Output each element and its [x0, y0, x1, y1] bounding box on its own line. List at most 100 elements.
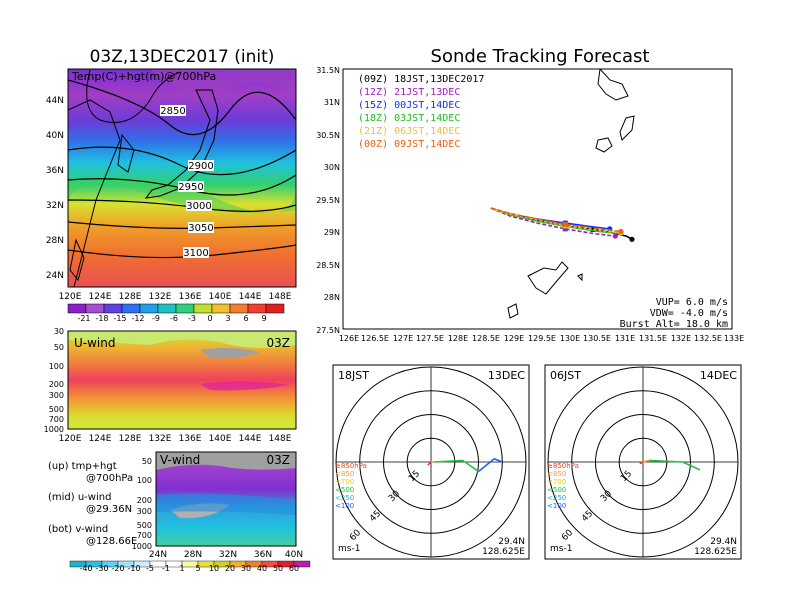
contour-labels: 2850 2900 2950 3000 3050 3100 — [160, 105, 214, 259]
p-tick-label: 1000 — [44, 425, 64, 434]
track-landing-point — [629, 236, 635, 242]
lat-tick-label: 31.5N — [316, 66, 340, 75]
contour-label-bg — [188, 160, 214, 171]
lat-tick-label: 29N — [324, 228, 340, 237]
lon-tick-label: 148E — [269, 292, 292, 302]
colorbar-swatch — [293, 560, 311, 568]
v-wind-grey-top — [156, 452, 296, 470]
tanegashima-outline — [619, 115, 635, 141]
wind-colorbar — [69, 560, 311, 568]
tokunoshima-outline — [507, 303, 519, 319]
lat-tick-label: 44N — [46, 96, 64, 106]
track-series-layer — [490, 207, 635, 242]
lon-tick-label: 144E — [239, 434, 262, 444]
hodo-legend-entry: <250 — [335, 494, 354, 502]
tracking-islands — [507, 69, 635, 319]
info-vup: VUP= 6.0 m/s — [656, 297, 728, 308]
contour-label-bg — [188, 222, 214, 233]
lon-tick-label: 132E — [149, 292, 172, 302]
hodograph-segment — [639, 461, 644, 465]
amami-outline — [527, 261, 569, 295]
track-landing-point — [618, 228, 624, 235]
u-wind-frame — [67, 330, 297, 430]
p-tick-label: 300 — [137, 507, 152, 516]
hodograph-segment — [477, 457, 503, 473]
lat-tick-label: 28N — [184, 550, 202, 560]
track-series-line — [490, 207, 616, 237]
colorbar-label: -1 — [162, 564, 170, 573]
track-series-line — [490, 207, 621, 233]
yakushima-outline — [595, 137, 613, 153]
lon-tick-label: 128E — [448, 334, 468, 343]
contour-label-2900: 2900 — [188, 161, 213, 172]
hodo-legend-entry: <850 — [547, 470, 566, 478]
lat-tick-label: 32N — [219, 550, 237, 560]
lon-tick-label: 140E — [209, 434, 232, 444]
contour-label-3000: 3000 — [186, 201, 211, 212]
hodo-legend-entry: <700 — [335, 478, 354, 486]
lon-tick-label: 120E — [59, 434, 82, 444]
colorbar-label: -20 — [111, 564, 124, 573]
tracking-legend: (09Z) 18JST,13DEC2017 (12Z) 21JST,13DEC … — [358, 74, 484, 150]
hodograph-time: 18JST — [338, 369, 369, 382]
v-wind-time: 03Z — [267, 453, 291, 467]
u-wind-label: U-wind — [74, 336, 115, 350]
p-tick-label: 200 — [137, 496, 152, 505]
v-wind-blue-band — [156, 493, 296, 515]
hodograph-segment — [649, 459, 701, 471]
lon-tick-label: 136E — [179, 292, 202, 302]
p-tick-label: 100 — [49, 362, 64, 371]
lon-tick-label: 126.5E — [361, 334, 389, 343]
init-title: 03Z,13DEC2017 (init) — [90, 47, 275, 67]
map-overlays — [68, 69, 296, 287]
note-line: @700hPa — [86, 473, 133, 484]
contour-label-3050: 3050 — [188, 223, 213, 234]
p-tick-label: 30 — [54, 327, 64, 336]
colorbar-label: -15 — [113, 314, 126, 323]
p-tick-label: 300 — [49, 391, 64, 400]
lon-tick-label: 120E — [59, 292, 82, 302]
legend-entry: (09Z) 18JST,13DEC2017 — [358, 74, 484, 85]
contour-label-2950: 2950 — [178, 182, 203, 193]
lat-tick-label: 28N — [324, 293, 340, 302]
colorbar-swatch — [247, 303, 267, 314]
tracking-lon-axis: 126E 126.5E 127E 127.5E 128E 128.5E 129E… — [339, 334, 744, 343]
colorbar-label: 30 — [241, 564, 251, 573]
tracking-title: Sonde Tracking Forecast — [431, 46, 650, 67]
note-line: (up) tmp+hgt — [48, 461, 117, 472]
lat-tick-label: 40N — [46, 131, 64, 141]
lon-tick-label: 144E — [239, 292, 262, 302]
hodo-legend-entry: <850 — [335, 470, 354, 478]
p-tick-label: 700 — [137, 531, 152, 540]
lon-tick-label: 132E — [671, 334, 691, 343]
colorbar-swatch — [103, 303, 123, 314]
lon-tick-label: 127E — [393, 334, 413, 343]
map-lat-axis: 44N 40N 36N 32N 28N 24N — [46, 96, 64, 281]
p-tick-label: 1000 — [132, 542, 152, 551]
contour-line-2900 — [68, 146, 296, 176]
colorbar-label: -12 — [131, 314, 144, 323]
note-line: (mid) u-wind — [48, 492, 111, 503]
japan-outline — [144, 89, 219, 199]
hodograph-time: 06JST — [550, 369, 581, 382]
legend-entry: (21Z) 06JST,14DEC — [358, 126, 460, 137]
colorbar-label: 50 — [273, 564, 283, 573]
map-frame — [67, 68, 297, 288]
lon-tick-label: 136E — [179, 434, 202, 444]
colorbar-swatch — [67, 303, 87, 314]
lat-tick-label: 28N — [46, 236, 64, 246]
colorbar-label: 3 — [225, 314, 230, 323]
p-tick-label: 500 — [137, 521, 152, 530]
hodograph-unit: ms-1 — [550, 544, 572, 554]
lat-tick-label: 31N — [324, 98, 340, 107]
tracking-lat-axis: 31.5N 31N 30.5N 30N 29.5N 29N 28.5N 28N … — [316, 66, 340, 335]
hodo-legend-entry: <250 — [547, 494, 566, 502]
colorbar-label: -5 — [146, 564, 154, 573]
lon-tick-label: 132E — [149, 434, 172, 444]
note-line: (bot) v-wind — [48, 524, 108, 535]
lat-tick-label: 29.5N — [316, 196, 340, 205]
note-line: @128.66E — [86, 536, 137, 547]
contour-label-bg — [178, 181, 204, 192]
legend-entry: (18Z) 03JST,14DEC — [358, 113, 460, 124]
